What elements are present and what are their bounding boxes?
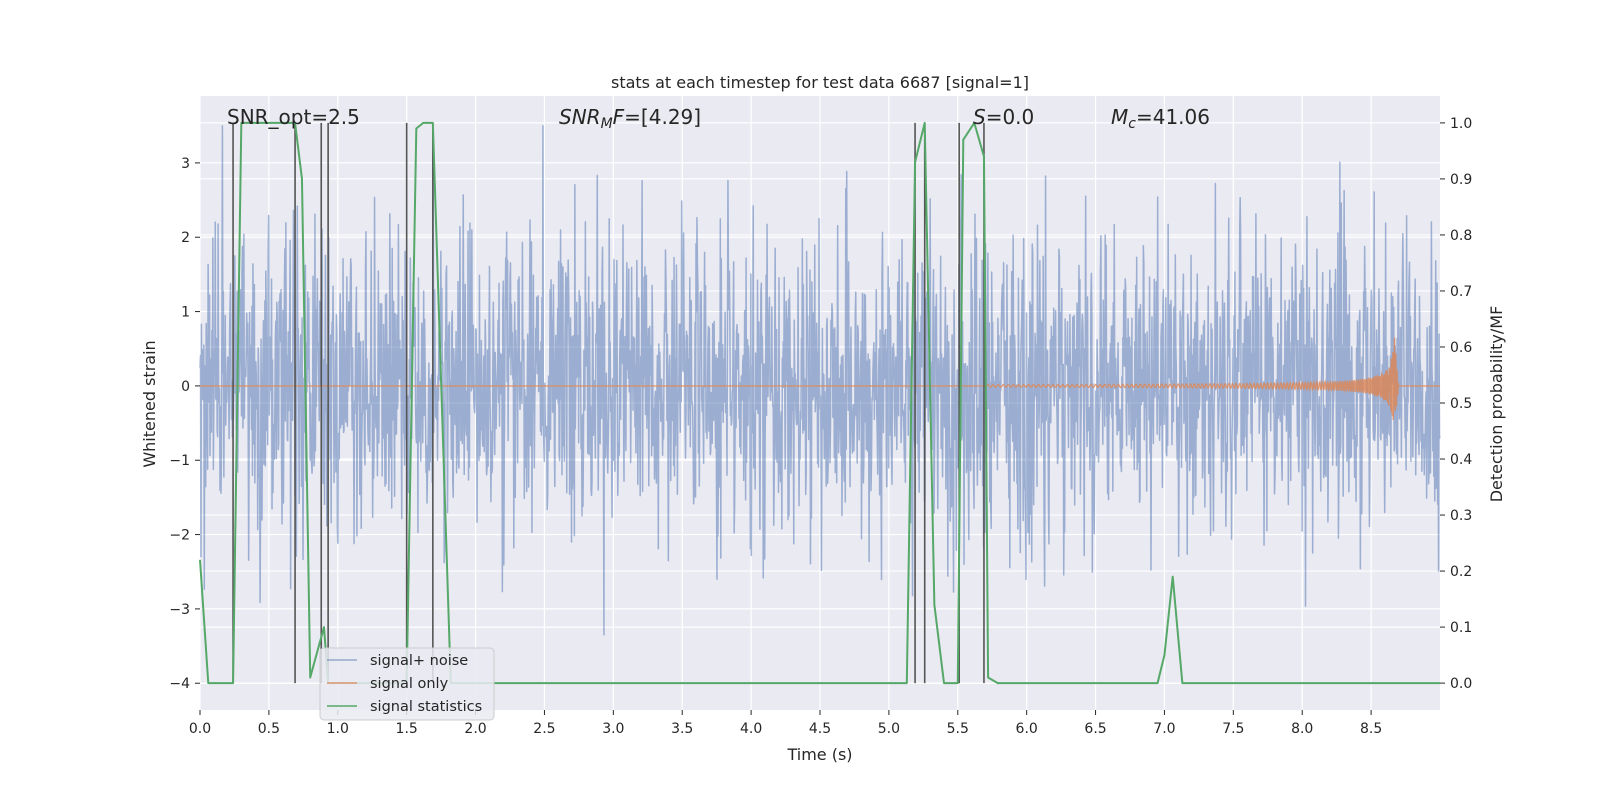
y-left-tick-label-2: 1	[181, 305, 190, 321]
legend-label-stats: signal statistics	[370, 699, 482, 715]
x-axis-ticks: 0.0 0.5 1.0 1.5 2.0 2.5 3.0 3.5 4.0 4.5 5.0 5.5 6.0 6…	[189, 710, 1382, 737]
s-symbol: S	[973, 105, 986, 129]
annotation-mc: Mc=41.06	[1111, 105, 1210, 132]
x-tick-label-4: 2.0	[464, 721, 486, 737]
vertical-markers	[232, 122, 985, 684]
y-left-tick-label-0: 3	[181, 156, 190, 172]
x-tick-label-17: 8.5	[1360, 721, 1382, 737]
signal-statistics-series	[199, 121, 1440, 685]
y-right-tick-label-4: 0.6	[1450, 340, 1472, 356]
y-right-tick-label-10: 0.0	[1450, 676, 1472, 692]
x-tick-label-16: 8.0	[1291, 721, 1313, 737]
annotation-snr-opt: SNR_opt=2.5	[227, 105, 360, 129]
s-value: =0.0	[986, 105, 1035, 129]
y-left-tick-label-7: −4	[169, 676, 190, 692]
x-tick-label-0: 0.0	[189, 721, 211, 737]
y-left-axis-ticks: 3 2 1 0 −1 −2 −3 −4	[169, 156, 200, 692]
x-tick-label-8: 4.0	[740, 721, 762, 737]
y-right-tick-label-6: 0.4	[1450, 452, 1472, 468]
y-right-tick-label-2: 0.8	[1450, 228, 1472, 244]
y-right-tick-label-3: 0.7	[1450, 284, 1472, 300]
chart-title: stats at each timestep for test data 668…	[611, 73, 1029, 92]
y-left-tick-label-6: −3	[169, 602, 190, 618]
annotation-s: S=0.0	[973, 105, 1034, 129]
y-right-tick-label-0: 1.0	[1450, 116, 1472, 132]
y-right-tick-label-8: 0.2	[1450, 564, 1472, 580]
x-tick-label-10: 5.0	[878, 721, 900, 737]
x-tick-label-11: 5.5	[947, 721, 969, 737]
legend-label-noise: signal+ noise	[370, 653, 468, 669]
y-right-tick-label-1: 0.9	[1450, 172, 1472, 188]
signal-statistics-line	[199, 121, 1440, 685]
legend-label-signal: signal only	[370, 676, 449, 692]
x-tick-label-12: 6.0	[1016, 721, 1038, 737]
legend: signal+ noise signal only signal statist…	[319, 647, 495, 721]
y-left-axis-label: Whitened strain	[140, 340, 159, 467]
x-tick-label-13: 6.5	[1084, 721, 1106, 737]
x-tick-label-3: 1.5	[396, 721, 418, 737]
x-tick-label-7: 3.5	[671, 721, 693, 737]
y-right-tick-label-7: 0.3	[1450, 508, 1472, 524]
y-right-tick-label-5: 0.5	[1450, 396, 1472, 412]
annotation-snr-mf: SNRMF=[4.29]	[559, 105, 701, 132]
snr-mf-subscript: M	[601, 116, 613, 132]
mc-symbol: M	[1111, 105, 1128, 129]
y-left-tick-label-3: 0	[181, 379, 190, 395]
x-tick-label-15: 7.5	[1222, 721, 1244, 737]
snr-mf-f: F	[613, 105, 625, 129]
x-axis-label: Time (s)	[786, 745, 852, 764]
y-left-tick-label-5: −2	[169, 528, 190, 544]
y-left-tick-label-4: −1	[169, 453, 190, 469]
snr-mf-value: =[4.29]	[624, 105, 701, 129]
mc-value: =41.06	[1136, 105, 1210, 129]
y-right-axis-label: Detection probability/MF	[1487, 306, 1506, 503]
x-tick-label-1: 0.5	[258, 721, 280, 737]
x-tick-label-5: 2.5	[533, 721, 555, 737]
y-right-axis-ticks: 1.0 0.9 0.8 0.7 0.6 0.5 0.4 0.3 0.2 0.1 0.0	[1440, 116, 1472, 692]
x-tick-label-2: 1.0	[327, 721, 349, 737]
x-tick-label-9: 4.5	[809, 721, 831, 737]
y-left-tick-label-1: 2	[181, 230, 190, 246]
x-tick-label-6: 3.0	[602, 721, 624, 737]
legend-box	[319, 647, 495, 721]
x-tick-label-14: 7.0	[1153, 721, 1175, 737]
snr-mf-symbol: SNR	[559, 105, 601, 129]
mc-subscript: c	[1128, 116, 1136, 132]
y-right-tick-label-9: 0.1	[1450, 620, 1472, 636]
